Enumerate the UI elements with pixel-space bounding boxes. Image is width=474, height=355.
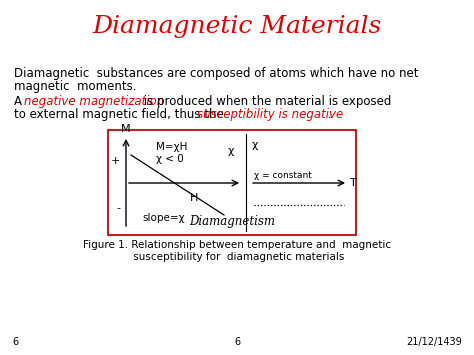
- Text: Diamagnetic Materials: Diamagnetic Materials: [92, 15, 382, 38]
- Text: A: A: [14, 95, 26, 108]
- Text: is produced when the material is exposed: is produced when the material is exposed: [140, 95, 392, 108]
- Text: 6: 6: [12, 337, 18, 347]
- Bar: [108, 130, 356, 235]
- Text: Figure 1. Relationship between temperature and  magnetic
 susceptibility for  di: Figure 1. Relationship between temperatu…: [83, 240, 391, 262]
- Text: T: T: [350, 178, 357, 188]
- Text: Diamagnetism: Diamagnetism: [189, 214, 275, 228]
- Text: χ: χ: [228, 146, 234, 156]
- Text: M: M: [121, 124, 131, 134]
- Text: magnetic  moments.: magnetic moments.: [14, 80, 137, 93]
- Text: χ < 0: χ < 0: [156, 154, 184, 164]
- Text: susceptibility is negative: susceptibility is negative: [197, 108, 343, 121]
- Text: negative magnetization: negative magnetization: [24, 95, 164, 108]
- Text: to external magnetic field, thus the: to external magnetic field, thus the: [14, 108, 228, 121]
- Text: Diamagnetic  substances are composed of atoms which have no net: Diamagnetic substances are composed of a…: [14, 67, 419, 80]
- Text: +: +: [110, 156, 120, 166]
- Text: 21/12/1439: 21/12/1439: [406, 337, 462, 347]
- Text: -: -: [116, 203, 120, 213]
- Text: 6: 6: [234, 337, 240, 347]
- Text: χ = constant: χ = constant: [254, 171, 312, 180]
- Text: slope=χ: slope=χ: [142, 213, 185, 223]
- Text: χ: χ: [252, 140, 258, 150]
- Text: .: .: [324, 108, 331, 121]
- Text: M=χH: M=χH: [156, 142, 187, 152]
- Text: H: H: [190, 193, 198, 203]
